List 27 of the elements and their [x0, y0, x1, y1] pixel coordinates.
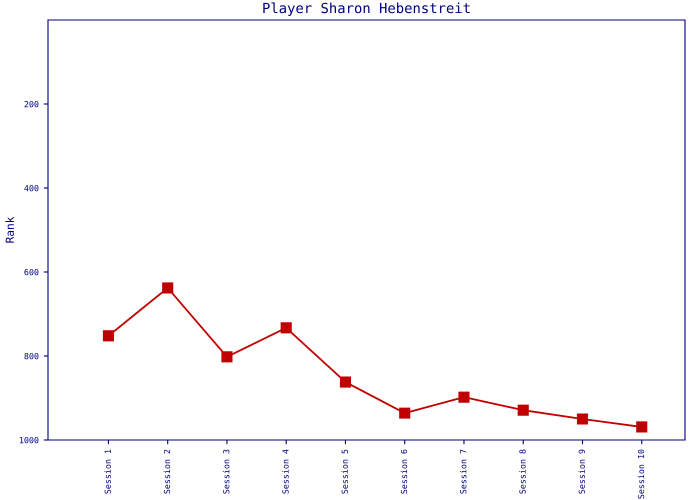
y-axis-title: Rank — [5, 216, 14, 243]
x-tick-label: Session 8 — [519, 450, 526, 494]
x-tick-label: Session 7 — [460, 450, 466, 494]
point — [458, 392, 470, 403]
y-tick-label: 200 — [24, 101, 38, 108]
y-tick-label: 400 — [24, 185, 38, 192]
y-tick-label: 800 — [24, 353, 38, 360]
point — [102, 330, 114, 342]
x-tick-label: Session 10 — [638, 450, 644, 499]
point — [399, 408, 410, 419]
x-tick-label: Session 4 — [282, 449, 289, 494]
x-tick-label: Session 1 — [104, 450, 111, 494]
point — [340, 376, 352, 388]
x-tick-label: Session 5 — [341, 450, 348, 494]
point — [221, 351, 233, 362]
point — [518, 404, 529, 416]
x-tick-label: Session 6 — [400, 450, 408, 494]
point — [280, 322, 292, 334]
point — [162, 282, 174, 294]
x-tick-label: Session 9 — [578, 450, 585, 494]
y-tick-label: 600 — [24, 269, 38, 276]
chart-title: Player Sharon Hebenstreit — [263, 2, 470, 16]
point — [576, 413, 588, 425]
x-tick-label: Session 2 — [164, 450, 170, 494]
point — [636, 421, 648, 433]
y-tick-label: 1000 — [20, 437, 38, 444]
x-tick-label: Session 3 — [222, 450, 230, 494]
